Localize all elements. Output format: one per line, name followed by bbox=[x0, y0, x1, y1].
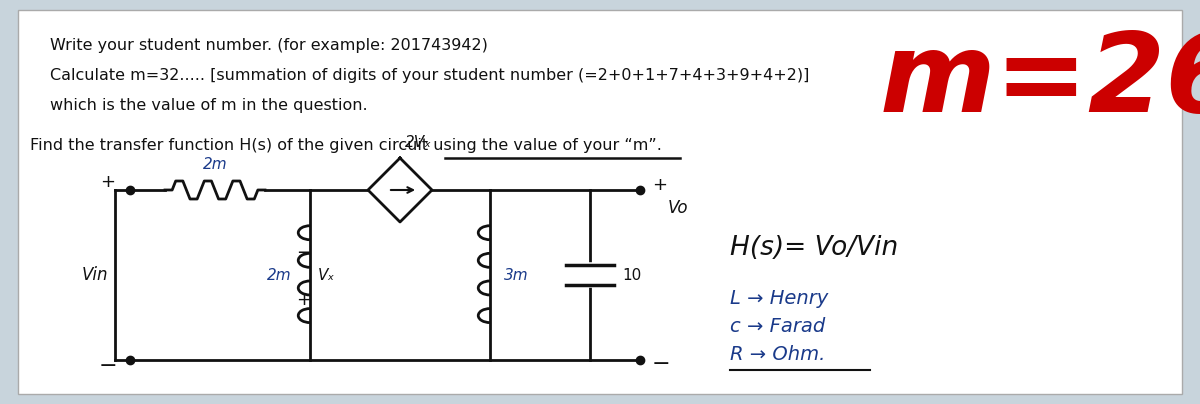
Text: H(s)= Vo/Vin: H(s)= Vo/Vin bbox=[730, 235, 899, 261]
Text: Find the transfer function H(s) of the given circuit using the value of your “m”: Find the transfer function H(s) of the g… bbox=[30, 138, 662, 153]
Text: c → Farad: c → Farad bbox=[730, 316, 826, 335]
Text: 3m: 3m bbox=[504, 267, 529, 282]
Text: Vₓ: Vₓ bbox=[318, 267, 335, 282]
Text: Vin: Vin bbox=[82, 266, 108, 284]
Text: m=26: m=26 bbox=[880, 28, 1200, 135]
Text: 2m: 2m bbox=[203, 157, 227, 172]
Text: Write your student number. (for example: 201743942): Write your student number. (for example:… bbox=[50, 38, 488, 53]
Text: 10: 10 bbox=[622, 267, 641, 282]
Text: Calculate m=32..... [summation of digits of your student number (=2+0+1+7+4+3+9+: Calculate m=32..... [summation of digits… bbox=[50, 68, 809, 83]
Text: R → Ohm.: R → Ohm. bbox=[730, 345, 826, 364]
Text: −: − bbox=[296, 244, 312, 262]
Text: +: + bbox=[101, 173, 115, 191]
Text: L → Henry: L → Henry bbox=[730, 288, 828, 307]
Text: 2Vₓ: 2Vₓ bbox=[406, 135, 432, 150]
Text: Vo: Vo bbox=[668, 199, 689, 217]
Text: +: + bbox=[296, 291, 312, 309]
Text: −: − bbox=[652, 354, 671, 374]
Text: −: − bbox=[98, 356, 118, 376]
Text: 2m: 2m bbox=[268, 267, 292, 282]
Text: +: + bbox=[652, 176, 667, 194]
FancyBboxPatch shape bbox=[18, 10, 1182, 394]
Text: which is the value of m in the question.: which is the value of m in the question. bbox=[50, 98, 367, 113]
